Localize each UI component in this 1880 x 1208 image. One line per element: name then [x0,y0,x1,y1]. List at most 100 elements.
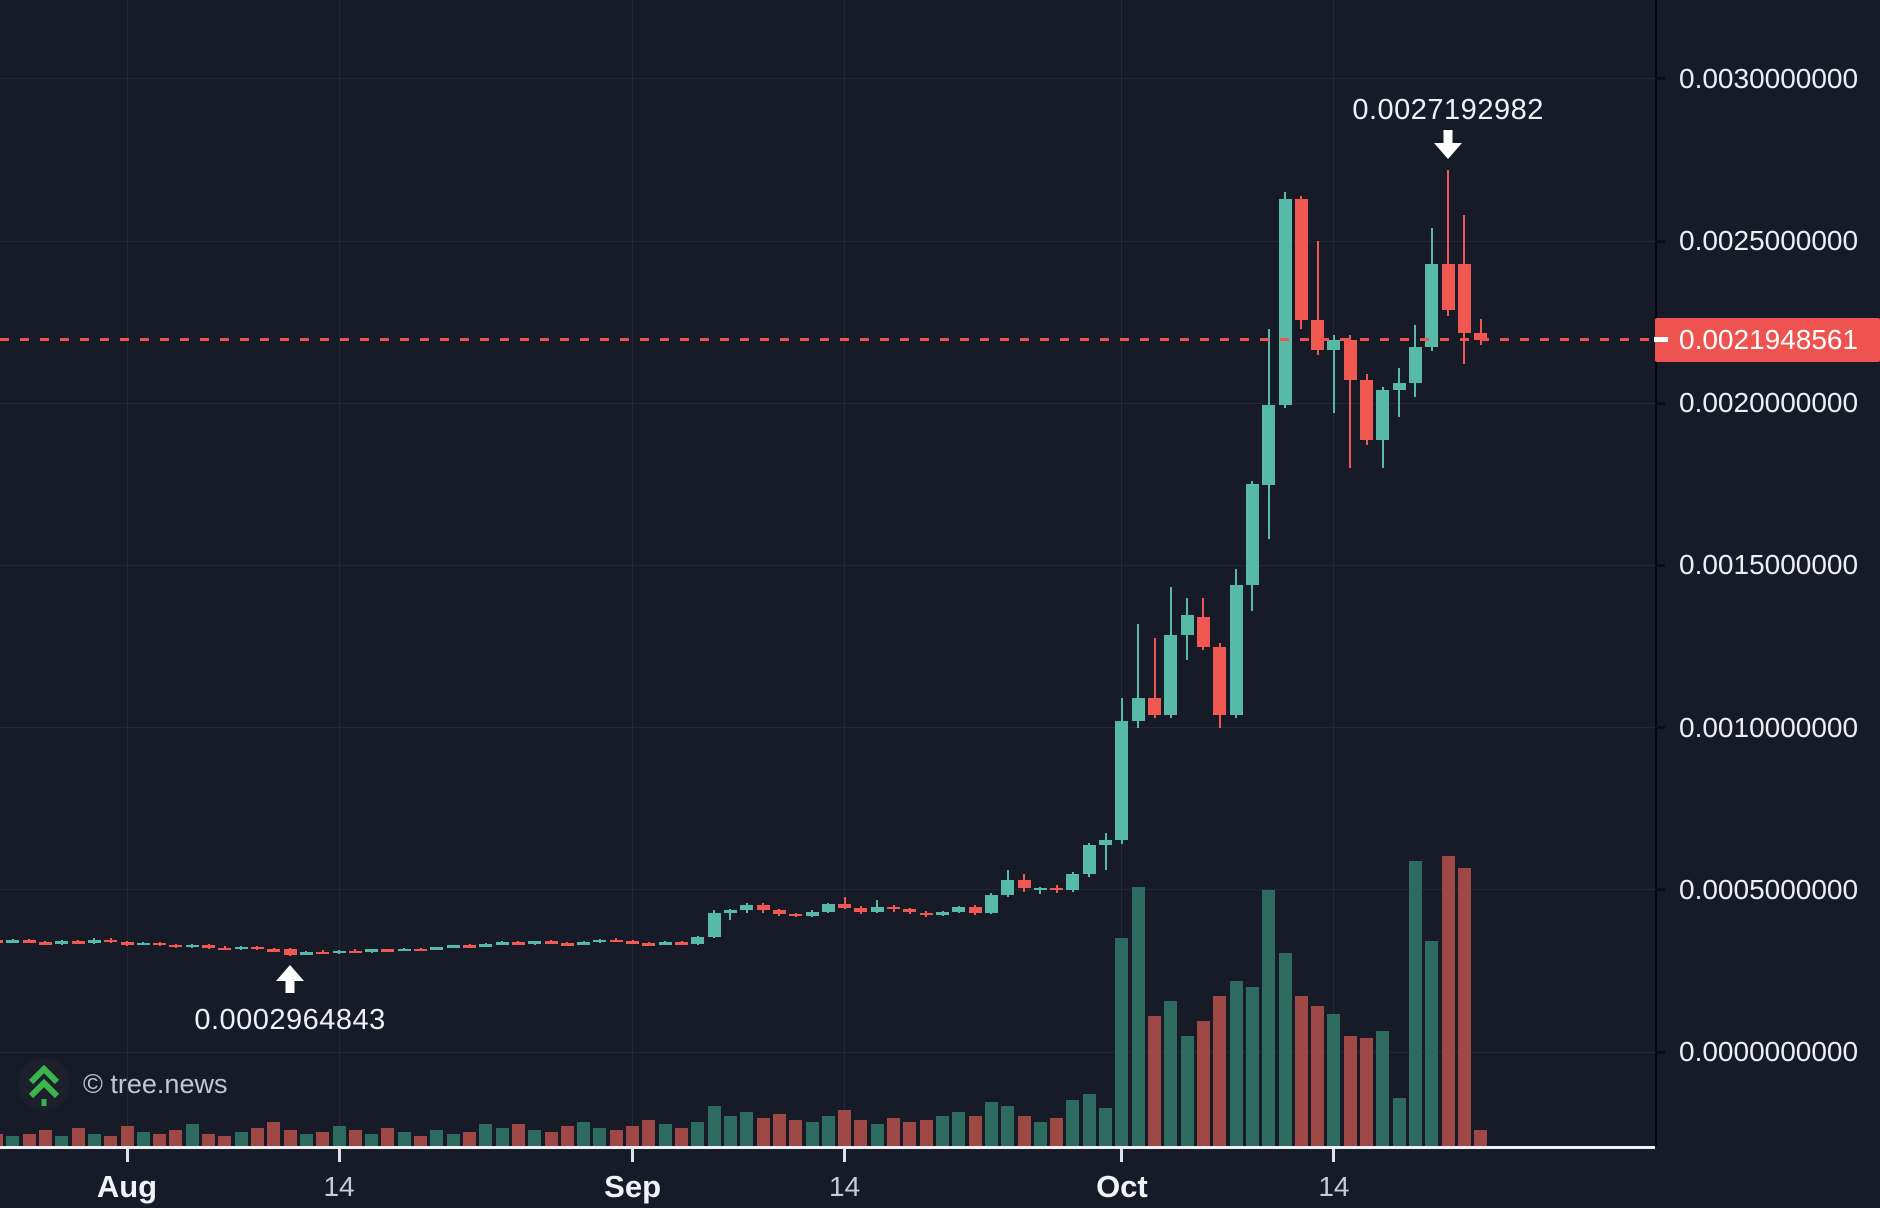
gridline-vertical [1121,0,1123,1146]
candle [299,951,313,955]
candle-wick [843,896,846,910]
candle [185,944,199,948]
volume-bar-up [1262,890,1276,1146]
candle [1148,697,1162,716]
candle [1294,198,1308,321]
candle [55,941,69,944]
volume-bar-down [104,1136,118,1146]
time-axis-separator [0,1146,1655,1149]
volume-bar-down [854,1120,868,1146]
candle-wick [1332,335,1335,413]
candle [136,942,150,946]
candle [1311,320,1325,351]
time-tick-mark [337,1149,341,1162]
volume-bar-down [153,1134,167,1146]
volume-bar-up [397,1132,411,1146]
candle [283,948,297,955]
volume-bar-up [1082,1094,1096,1146]
candle [397,948,411,952]
candle [1262,404,1276,485]
price-tick-label: 0.0005000000 [1679,873,1859,905]
volume-bar-down [544,1132,558,1146]
time-tick-label: Aug [96,1169,158,1204]
candle-wick [1104,833,1107,871]
candle [821,904,835,912]
price-tick-mark [1655,239,1665,243]
candle [1001,880,1015,895]
gridline-vertical [338,0,340,1146]
volume-bar-up [952,1112,966,1146]
candle [642,943,656,946]
candle [1033,887,1047,891]
candle-wick [1349,335,1352,469]
volume-bar-up [1278,953,1292,1146]
candle [511,942,525,945]
plot-area[interactable]: 0.0027192982 0.0002964843 © tree.news [0,0,1655,1146]
candle [38,942,52,945]
volume-bar-up [593,1128,607,1146]
candle [169,944,183,948]
candle [1164,635,1178,716]
candle [544,941,558,944]
volume-bar-down [1474,1130,1488,1146]
candle [104,939,118,943]
volume-bar-down [511,1124,525,1146]
candle-wick [1316,241,1319,355]
volume-bar-down [1441,856,1455,1146]
candle [984,894,998,914]
candle [479,943,493,947]
volume-bar-down [756,1118,770,1146]
candle [903,909,917,913]
volume-bar-down [202,1134,216,1146]
volume-bar-down [609,1130,623,1146]
candle [723,910,737,913]
volume-bar-up [1001,1106,1015,1146]
candle [870,906,884,912]
gridline-horizontal [0,78,1655,80]
gridline-horizontal [0,564,1655,566]
price-tick-label: 0.0020000000 [1679,387,1859,419]
time-tick-label: 14 [1318,1171,1350,1202]
volume-bar-up [528,1130,542,1146]
candle-wick [1153,638,1156,718]
tree-news-logo-icon [18,1058,70,1110]
candle [1196,617,1210,648]
candle [1408,347,1422,384]
candle [968,906,982,914]
volume-bar-down [0,1134,4,1146]
price-line-tick [1654,337,1668,343]
volume-bar-down [1457,868,1471,1146]
volume-bar-down [1213,996,1227,1146]
price-tick-label: 0.0030000000 [1679,62,1859,94]
candle [1360,380,1374,440]
volume-bar-down [1343,1036,1357,1146]
volume-bar-down [642,1120,656,1146]
volume-bar-down [250,1128,264,1146]
volume-bar-up [1164,1001,1178,1146]
volume-bar-down [414,1136,428,1146]
candle [202,944,216,948]
price-tick-label: 0.0015000000 [1679,549,1859,581]
volume-bar-up [365,1134,379,1146]
candle [1327,339,1341,351]
current-price-badge: 0.0021948561 [1655,317,1880,362]
volume-bar-down [838,1110,852,1146]
candle [919,912,933,916]
price-tick-label: 0.0010000000 [1679,711,1859,743]
candle [675,942,689,945]
volume-bar-down [120,1126,134,1146]
candle [1115,721,1129,841]
volume-bar-up [1099,1108,1113,1146]
volume-bar-down [1294,996,1308,1146]
candle [234,946,248,950]
volume-bar-down [789,1120,803,1146]
volume-bar-down [283,1130,297,1146]
price-tick-mark [1655,1050,1665,1054]
volume-bar-up [234,1132,248,1146]
time-tick-mark [1332,1149,1336,1162]
candle [414,948,428,952]
volume-bar-up [6,1136,20,1146]
candle [756,905,770,911]
gridline-vertical [1333,0,1335,1146]
